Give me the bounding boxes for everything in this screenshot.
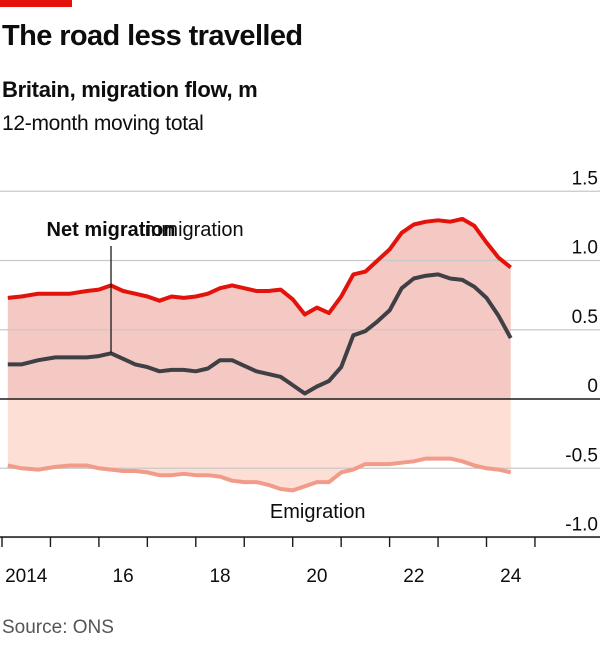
y-axis-labels: 1.5 1.0 0.5 0 -0.5 -1.0 <box>565 168 598 535</box>
y-tick-label-1: 1.0 <box>572 238 598 259</box>
chart-subtitle: Britain, migration flow, m <box>2 77 258 102</box>
y-tick-label-0_5: 0.5 <box>572 307 598 328</box>
chart-title: The road less travelled <box>2 20 303 52</box>
x-tick-label-2014: 2014 <box>5 566 48 587</box>
x-tick-label-2018: 18 <box>209 566 230 587</box>
area-fills <box>7 218 511 491</box>
y-tick-label-1_5: 1.5 <box>572 168 598 189</box>
y-tick-label-0: 0 <box>587 376 598 397</box>
x-axis: 2014 16 18 20 22 24 <box>0 536 600 587</box>
immigration-label: Immigration <box>139 219 243 241</box>
immigration-area-fill <box>7 218 511 399</box>
net-migration-label: Net migration <box>47 219 176 241</box>
chart-note: 12-month moving total <box>2 112 204 135</box>
y-tick-label--0_5: -0.5 <box>565 445 598 466</box>
x-tick-label-2022: 22 <box>403 566 424 587</box>
source-note: Source: ONS <box>2 617 114 638</box>
immigration-line <box>7 216 512 317</box>
x-tick-label-2024: 24 <box>500 566 522 587</box>
emigration-line <box>7 456 512 493</box>
net-migration-line <box>7 272 513 396</box>
x-tick-label-2020: 20 <box>306 566 327 587</box>
brand-accent-bar <box>0 0 72 7</box>
x-tick-label-2016: 16 <box>113 566 134 587</box>
emigration-area-fill <box>7 399 511 491</box>
series-lines <box>0 216 600 493</box>
emigration-label: Emigration <box>270 501 366 523</box>
y-tick-label--1: -1.0 <box>565 515 598 536</box>
